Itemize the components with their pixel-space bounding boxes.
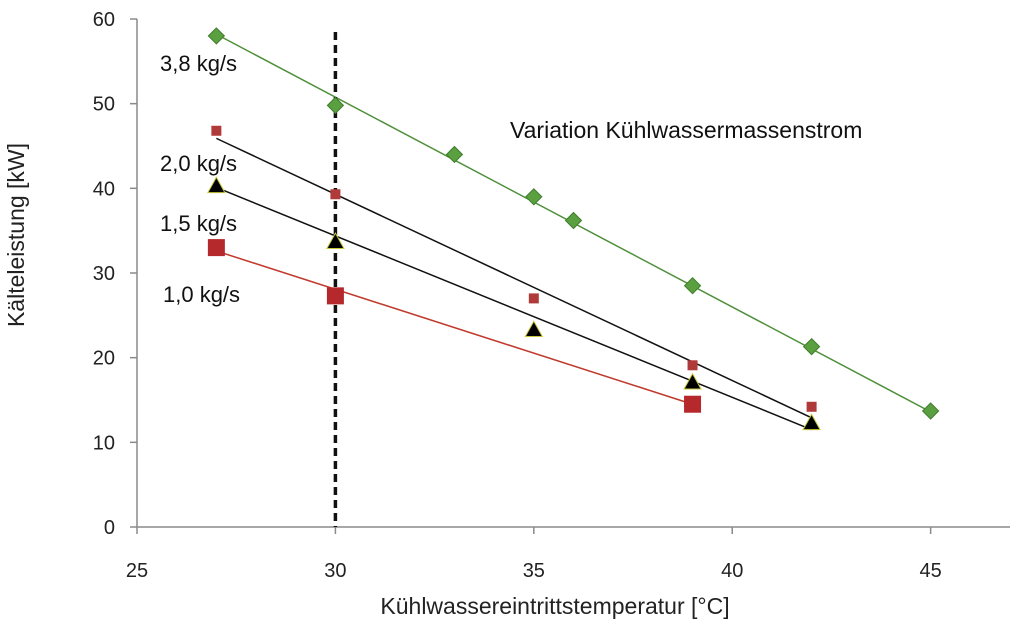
y-axis-title: Kälteleistung [kW] [3, 143, 29, 327]
trend-line [216, 250, 693, 405]
x-tick-label: 30 [324, 560, 346, 582]
data-point-diamond [326, 96, 345, 115]
x-tick-label: 40 [721, 560, 743, 582]
data-point-triangle [207, 176, 226, 194]
data-point-triangle [326, 232, 345, 249]
data-point-diamond [207, 27, 226, 45]
data-markers [207, 27, 940, 431]
series-label: 3,8 kg/s [160, 51, 237, 76]
data-point-small-square [806, 401, 817, 412]
data-point-small-square [330, 189, 341, 200]
data-point-diamond [802, 337, 821, 356]
y-tick-label: 40 [93, 178, 115, 200]
data-point-triangle [524, 320, 544, 338]
y-tick-label: 50 [93, 94, 115, 116]
data-point-diamond [445, 145, 464, 164]
y-tick-label: 10 [93, 432, 115, 454]
data-point-large-square [326, 287, 344, 305]
axes [130, 18, 1010, 534]
data-point-triangle [802, 413, 821, 431]
trend-line [216, 186, 812, 431]
y-tick-label: 60 [93, 9, 115, 31]
series-label: 1,0 kg/s [163, 282, 240, 307]
data-point-diamond [564, 211, 583, 230]
data-point-small-square [528, 293, 539, 304]
data-point-small-square [211, 125, 222, 136]
trend-lines [216, 33, 931, 431]
y-tick-label: 30 [93, 263, 115, 285]
x-axis-title: Kühlwassereintrittstemperatur [°C] [380, 593, 729, 619]
trend-line [216, 137, 812, 419]
series-labels: 3,8 kg/s 2,0 kg/s 1,5 kg/s 1,0 kg/s [160, 51, 240, 307]
data-point-diamond [525, 188, 543, 206]
x-tick-label: 25 [126, 560, 148, 582]
data-point-large-square [684, 395, 702, 413]
data-point-large-square [207, 239, 225, 257]
x-tick-label: 45 [920, 560, 942, 582]
y-tick-label: 0 [104, 517, 115, 539]
y-tick-label: 20 [93, 348, 115, 370]
x-tick-label: 35 [523, 560, 545, 582]
data-point-diamond [683, 276, 702, 295]
data-point-small-square [687, 360, 698, 371]
chart-annotation: Variation Kühlwassermassenstrom [510, 117, 862, 143]
data-point-triangle [683, 372, 702, 390]
series-label: 2,0 kg/s [160, 151, 237, 176]
tick-labels: 0 10 20 30 40 50 60 25 30 35 40 45 [93, 9, 942, 582]
series-label: 1,5 kg/s [160, 211, 237, 236]
data-point-diamond [921, 402, 940, 420]
